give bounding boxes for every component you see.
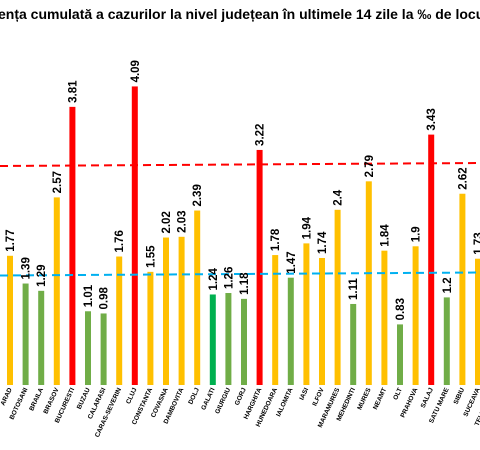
bar-brasov [53, 197, 60, 385]
value-label-satu-mare: 1.2 [442, 277, 454, 293]
bar-braila [38, 290, 45, 385]
category-label-salaj: SALAJ [420, 387, 436, 410]
bar-salaj [428, 134, 435, 385]
reference-line-1 [0, 162, 480, 167]
category-label-giurgiu: GIURGIU [214, 387, 232, 415]
value-label-botosani: 1.39 [21, 257, 33, 279]
bar-arad [7, 255, 13, 385]
value-label-harghita: 3.22 [255, 124, 267, 146]
category-label-gorj: GORJ [234, 387, 248, 407]
value-label-covasna: 2.02 [161, 211, 173, 233]
value-label-olt: 0.83 [395, 298, 407, 320]
value-label-buzau: 1.01 [83, 284, 95, 307]
bar-buzau [85, 311, 91, 385]
bar-mehedinti [350, 303, 357, 385]
value-label-mehedinti: 1.11 [348, 278, 360, 300]
bar-calarasi [100, 313, 107, 385]
category-label-olt: OLT [392, 387, 404, 401]
value-label-brasov: 2.57 [52, 171, 64, 193]
bar-maramures [334, 209, 341, 385]
bars-group [7, 86, 480, 386]
bar-bucuresti [69, 106, 76, 386]
value-label-maramures: 2.4 [333, 189, 345, 206]
value-label-mures: 2.79 [364, 155, 376, 177]
value-label-gorj: 1.18 [239, 272, 251, 295]
value-label-galati: 1.24 [208, 267, 220, 290]
value-label-bucuresti: 3.81 [67, 80, 79, 103]
reference-lines-group [0, 162, 480, 277]
bar-sibiu [459, 193, 466, 385]
category-label-ilfov: ILFOV [311, 386, 326, 407]
value-label-suceava: 1.73 [473, 232, 480, 254]
value-label-cluj: 4.09 [130, 60, 142, 82]
bar-harghita [256, 149, 263, 385]
bar-caras-severin [116, 256, 123, 385]
bar-satu-mare [443, 297, 450, 385]
value-label-calarasi: 0.98 [99, 286, 111, 309]
value-label-constanta: 1.55 [145, 245, 157, 268]
bar-ialomita [287, 277, 294, 385]
bar-constanta [147, 271, 154, 385]
bar-gorj [241, 298, 247, 385]
value-label-braila: 1.29 [36, 264, 48, 286]
value-label-ialomita: 1.47 [286, 251, 298, 273]
value-label-caras-severin: 1.76 [114, 230, 126, 252]
bar-covasna [163, 237, 169, 385]
bar-hunedoara [272, 255, 279, 385]
value-label-iasi: 1.94 [301, 216, 313, 239]
bar-prahova [412, 246, 419, 385]
value-label-ilfov: 1.74 [317, 231, 329, 254]
bar-botosani [22, 283, 29, 385]
value-label-arad: 1.77 [5, 229, 17, 251]
category-label-iasi: IASI [299, 387, 311, 402]
value-label-giurgiu: 1.26 [223, 267, 235, 289]
value-label-hunedoara: 1.78 [270, 228, 282, 251]
value-label-neamt: 1.84 [379, 224, 391, 247]
value-label-dambovita: 2.03 [177, 210, 189, 232]
chart-title: ența cumulată a cazurilor la nivel județ… [0, 6, 480, 22]
value-label-dolj: 2.39 [192, 184, 204, 206]
category-label-sibiu: SIBIU [453, 387, 467, 406]
category-label-dolj: DOLJ [187, 387, 201, 406]
category-label-arad: ARAD [0, 387, 14, 407]
bar-ilfov [319, 257, 325, 385]
value-label-salaj: 3.43 [426, 108, 438, 130]
bar-suceava [475, 258, 480, 385]
category-label-mures: MURES [356, 386, 373, 411]
bar-olt [397, 324, 403, 385]
bar-iasi [303, 243, 310, 385]
bar-galati [209, 294, 216, 385]
value-label-sibiu: 2.62 [457, 167, 469, 189]
value-labels-group: 1.77 1.39 1.29 2.57 3.81 1.01 0.98 1.76 4.09 1.55… [5, 60, 480, 320]
bar-neamt [381, 250, 388, 385]
category-label-buzau: BUZAU [76, 387, 92, 411]
value-label-prahova: 1.9 [411, 226, 423, 242]
category-label-cluj: CLUJ [125, 387, 139, 406]
bar-dolj [194, 210, 201, 385]
bar-giurgiu [225, 293, 232, 385]
reference-line-2 [0, 271, 480, 277]
bar-dambovita [178, 236, 185, 385]
category-label-braila: BRAILA [28, 387, 45, 412]
bar-mures [365, 181, 372, 385]
category-label-neamt: NEAMT [372, 387, 388, 411]
category-label-galati: GALATI [200, 387, 216, 412]
bar-cluj [131, 86, 138, 386]
